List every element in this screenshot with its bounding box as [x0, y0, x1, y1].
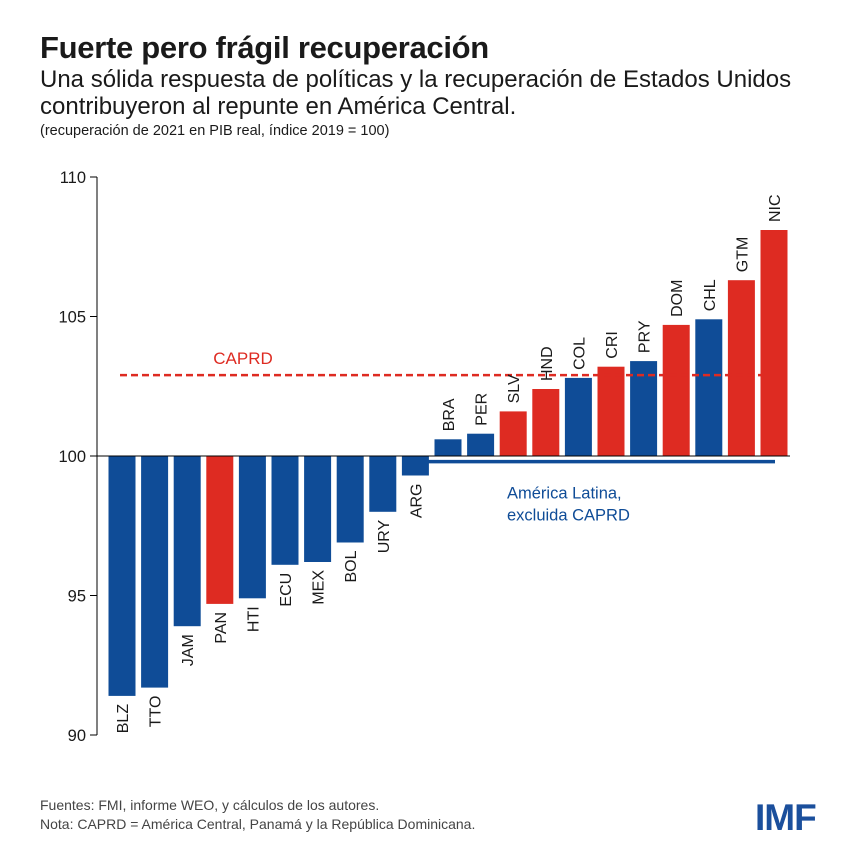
bar-cri: [597, 366, 625, 456]
category-label-pan: PAN: [213, 612, 230, 644]
chart-title: Fuerte pero frágil recuperación: [40, 30, 489, 65]
imf-logo: IMF: [755, 797, 817, 838]
category-label-bra: BRA: [441, 398, 458, 431]
bar-col: [564, 377, 592, 456]
latam-reference-label-line: excluida CAPRD: [507, 507, 630, 525]
footer-note: Nota: CAPRD = América Central, Panamá y …: [40, 816, 476, 832]
y-tick-label: 90: [68, 727, 86, 745]
bar-dom: [662, 324, 690, 456]
category-label-ury: URY: [376, 519, 393, 553]
bar-chl: [695, 319, 723, 456]
bar-hnd: [532, 389, 560, 456]
category-label-gtm: GTM: [734, 237, 751, 273]
y-tick-label: 100: [58, 448, 86, 466]
bar-slv: [499, 411, 527, 456]
bars-group: [108, 230, 788, 696]
category-label-bol: BOL: [343, 550, 360, 582]
reference-lines: CAPRD América Latina, excluida CAPRD: [120, 349, 775, 525]
bar-blz: [108, 456, 136, 696]
chart-subtitle: Una sólida respuesta de políticas y la r…: [40, 66, 792, 120]
category-labels: BLZ TTO JAM PAN HTI ECU MEX BOL URY ARG BRA PER SLV H…: [115, 194, 784, 733]
category-label-jam: JAM: [180, 634, 197, 666]
y-tick-label: 105: [58, 309, 86, 327]
y-tick-label: 110: [60, 169, 86, 187]
bar-nic: [760, 230, 788, 456]
bar-bra: [434, 439, 462, 456]
category-label-hnd: HND: [539, 346, 556, 381]
bar-hti: [238, 456, 266, 599]
bar-bol: [336, 456, 364, 543]
category-label-col: COL: [571, 337, 588, 370]
category-label-arg: ARG: [408, 484, 425, 519]
category-label-blz: BLZ: [115, 704, 132, 734]
footer-sources: Fuentes: FMI, informe WEO, y cálculos de…: [40, 797, 380, 813]
bar-gtm: [727, 280, 755, 456]
chart-unit-note: (recuperación de 2021 en PIB real, índic…: [40, 123, 390, 139]
category-label-per: PER: [474, 393, 491, 426]
category-label-nic: NIC: [767, 194, 784, 222]
category-label-mex: MEX: [311, 570, 328, 605]
category-label-chl: CHL: [702, 279, 719, 311]
category-label-hti: HTI: [245, 606, 262, 632]
bar-tto: [141, 456, 169, 688]
footer: Fuentes: FMI, informe WEO, y cálculos de…: [40, 796, 475, 834]
bar-mex: [304, 456, 332, 562]
latam-reference-label-line: América Latina,: [507, 485, 622, 503]
category-label-pry: PRY: [637, 320, 654, 353]
bar-per: [467, 433, 495, 456]
category-label-dom: DOM: [669, 280, 686, 317]
bar-ecu: [271, 456, 299, 565]
category-label-tto: TTO: [148, 696, 165, 728]
category-label-slv: SLV: [506, 374, 523, 403]
bar-ury: [369, 456, 397, 512]
bar-pry: [630, 361, 658, 456]
bar-pan: [206, 456, 234, 604]
bar-arg: [401, 456, 429, 476]
category-label-ecu: ECU: [278, 573, 295, 607]
category-label-cri: CRI: [604, 331, 621, 359]
caprd-reference-label: CAPRD: [213, 349, 273, 368]
y-axis: 90 95 100 105 110: [58, 169, 790, 745]
y-tick-label: 95: [68, 588, 86, 606]
bar-jam: [173, 456, 201, 627]
